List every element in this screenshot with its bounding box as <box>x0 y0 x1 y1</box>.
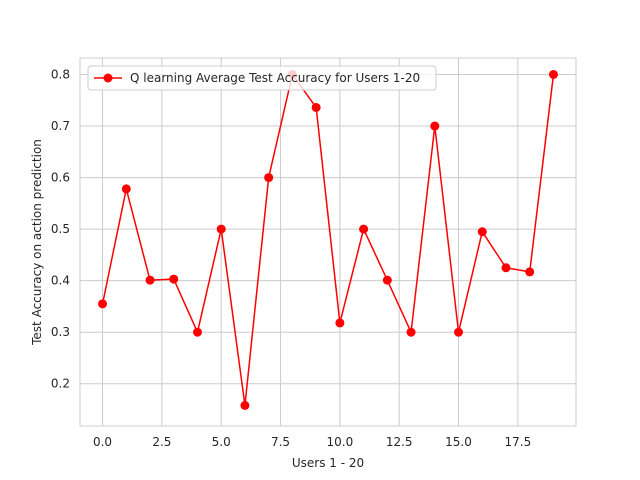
x-tick-label: 5.0 <box>212 435 231 449</box>
data-point <box>192 327 202 337</box>
data-point <box>264 173 274 183</box>
data-point <box>477 227 487 237</box>
x-tick-label: 15.0 <box>445 435 472 449</box>
y-tick-label: 0.3 <box>51 325 70 339</box>
x-tick-label: 12.5 <box>386 435 413 449</box>
data-point <box>501 263 511 273</box>
x-tick-label: 2.5 <box>152 435 171 449</box>
data-point <box>548 69 558 79</box>
x-tick-label: 7.5 <box>271 435 290 449</box>
x-tick-label: 0.0 <box>93 435 112 449</box>
data-point <box>335 318 345 328</box>
data-point <box>216 224 226 234</box>
data-point <box>145 275 155 285</box>
data-point <box>430 121 440 131</box>
tick-labels: 0.0 2.5 5.0 7.5 10.0 12.5 15.0 17.5 0.2 0.3 0.4 0.5… <box>51 67 531 449</box>
y-tick-label: 0.4 <box>51 274 70 288</box>
data-point <box>454 327 464 337</box>
y-axis-label: Test Accuracy on action prediction <box>30 139 44 346</box>
data-point <box>98 299 108 309</box>
y-tick-label: 0.8 <box>51 67 70 81</box>
data-point <box>382 275 392 285</box>
data-point <box>121 184 131 194</box>
y-tick-label: 0.7 <box>51 119 70 133</box>
x-tick-label: 17.5 <box>504 435 531 449</box>
y-tick-label: 0.2 <box>51 377 70 391</box>
series-line <box>101 73 555 407</box>
legend-entry-label: Q learning Average Test Accuracy for Use… <box>130 71 420 85</box>
legend-marker-sample <box>103 73 113 83</box>
legend: Q learning Average Test Accuracy for Use… <box>87 65 437 91</box>
data-point <box>525 267 535 277</box>
x-axis-label: Users 1 - 20 <box>292 456 364 470</box>
data-point <box>359 224 369 234</box>
y-tick-label: 0.6 <box>51 171 70 185</box>
x-tick-label: 10.0 <box>327 435 354 449</box>
data-point <box>311 102 321 112</box>
plot-area-frame <box>79 57 577 427</box>
legend-box <box>87 65 437 91</box>
data-point <box>406 327 416 337</box>
data-point <box>169 274 179 284</box>
y-tick-label: 0.5 <box>51 222 70 236</box>
data-point <box>240 400 250 410</box>
